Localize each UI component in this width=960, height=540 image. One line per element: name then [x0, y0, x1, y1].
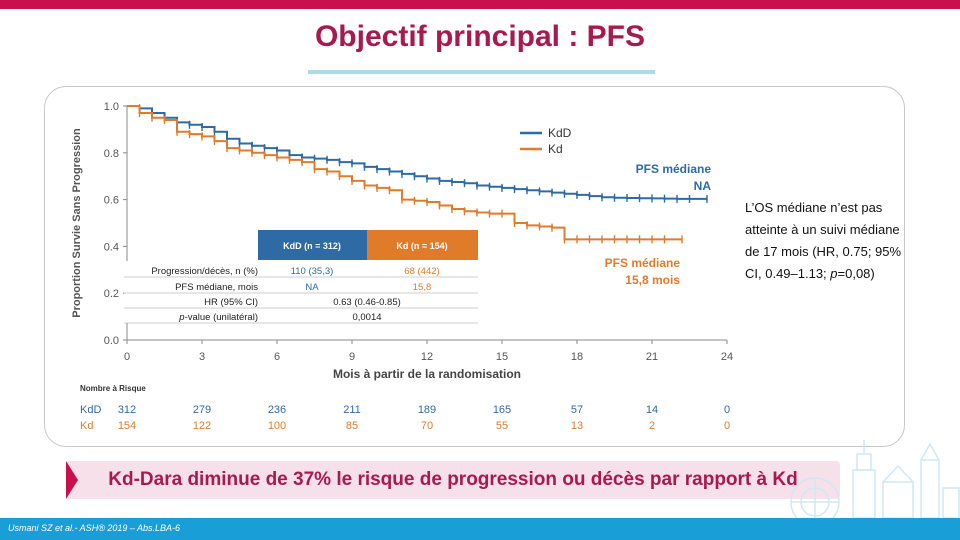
- table-header-kd: Kd (n = 154): [396, 241, 447, 251]
- risk-value: 100: [268, 420, 286, 432]
- risk-value: 14: [646, 404, 658, 416]
- risk-table-title: Nombre à Risque: [80, 384, 146, 393]
- risk-value: 2: [649, 420, 655, 432]
- table-row-label-text: Progression/décès, n (%): [151, 266, 258, 277]
- table-row-label-text: PFS médiane, mois: [175, 282, 258, 293]
- table-cell-kdd: 110 (35,3): [291, 266, 334, 277]
- table-cell-kdd: NA: [305, 282, 319, 293]
- x-tick-label: 9: [349, 351, 355, 363]
- y-tick-label: 0.6: [104, 195, 119, 207]
- top-accent-bar: [0, 0, 960, 9]
- chart-axes: 0 3 6 9 12 15 18 21 24 0.0 0.2 0.4 0.6 0.8 1.0 Mois à p…: [71, 101, 733, 381]
- page-title: Objectif principal : PFS: [314, 20, 646, 53]
- risk-value: 189: [418, 404, 436, 416]
- risk-value: 85: [346, 420, 358, 432]
- risk-value: 122: [193, 420, 211, 432]
- legend-label-kd: Kd: [548, 142, 563, 156]
- risk-value: 0: [724, 404, 730, 416]
- table-row-label-italic: p: [178, 312, 184, 323]
- os-note-text: L’OS médiane n’est pas atteinte à un sui…: [745, 200, 902, 281]
- x-tick-label: 0: [124, 351, 130, 363]
- table-row-label: Progression/décès, n (%): [151, 266, 258, 277]
- x-tick-label: 24: [721, 351, 733, 363]
- risk-value: 0: [724, 420, 730, 432]
- city-skyline-watermark: [790, 440, 960, 518]
- y-axis-label: Proportion Survie Sans Progression: [71, 128, 83, 318]
- conclusion-banner: [66, 461, 840, 499]
- risk-value: 211: [343, 404, 361, 416]
- summary-table: KdD (n = 312) Kd (n = 154) Progression/déc…: [124, 230, 478, 324]
- risk-table: Nombre à Risque KdD 312 279 236 211 189 165 57 14…: [80, 384, 730, 432]
- x-tick-label: 21: [646, 351, 658, 363]
- annotation-kdd-value: NA: [694, 179, 712, 193]
- table-row-label-text: -value (unilatéral): [185, 312, 258, 323]
- chart-legend: KdD Kd: [520, 126, 572, 156]
- y-tick-label: 0.0: [104, 335, 119, 347]
- x-tick-label: 6: [274, 351, 280, 363]
- y-tick-label: 0.2: [104, 288, 119, 300]
- series-line-kd: [127, 105, 682, 241]
- os-note-p: p: [830, 266, 838, 281]
- table-cell-kd: 68 (442): [404, 266, 439, 277]
- x-tick-label: 3: [199, 351, 205, 363]
- y-tick-label: 1.0: [104, 101, 119, 113]
- risk-row-label: Kd: [80, 420, 93, 432]
- x-axis-label: Mois à partir de la randomisation: [333, 367, 521, 381]
- table-row-label: HR (95% CI): [204, 297, 258, 308]
- table-row-label: PFS médiane, mois: [175, 282, 258, 293]
- x-tick-label: 15: [496, 351, 508, 363]
- table-cell-merged: 0.63 (0.46-0.85): [333, 297, 401, 308]
- chart-curves: PFS médiane NA PFS médiane 15,8 mois: [127, 104, 711, 287]
- footer-citation: Usmani SZ et al.- ASH® 2019 – Abs.LBA-6: [8, 523, 181, 533]
- os-note-p-value: =0,08): [837, 266, 875, 281]
- x-tick-label: 18: [571, 351, 583, 363]
- table-header-kd-bg: [367, 230, 478, 260]
- risk-value: 154: [118, 420, 136, 432]
- table-row-label-text: HR (95% CI): [204, 297, 258, 308]
- risk-value: 55: [496, 420, 508, 432]
- risk-value: 236: [268, 404, 286, 416]
- risk-value: 57: [571, 404, 583, 416]
- table-header-kdd-bg: [258, 230, 367, 260]
- table-header-kdd: KdD (n = 312): [283, 241, 341, 251]
- table-row-label: p-value (unilatéral): [178, 312, 258, 323]
- annotation-kdd-label: PFS médiane: [636, 162, 712, 176]
- risk-value: 312: [118, 404, 136, 416]
- x-tick-label: 12: [421, 351, 433, 363]
- banner-arrow: [66, 461, 78, 499]
- risk-row-label: KdD: [80, 404, 101, 416]
- y-tick-label: 0.4: [104, 241, 119, 253]
- series-line-kdd: [127, 105, 707, 200]
- annotation-kd-label: PFS médiane: [605, 256, 681, 270]
- title-underline: [308, 70, 655, 74]
- conclusion-text: Kd-Dara diminue de 37% le risque de prog…: [108, 469, 798, 490]
- os-note: L’OS médiane n’est pas atteinte à un sui…: [745, 197, 905, 285]
- table-cell-kd: 15,8: [413, 282, 432, 293]
- y-tick-label: 0.8: [104, 148, 119, 160]
- legend-label-kdd: KdD: [548, 126, 572, 140]
- risk-value: 165: [493, 404, 511, 416]
- risk-value: 279: [193, 404, 211, 416]
- footer-bar: [0, 518, 960, 540]
- risk-value: 13: [571, 420, 583, 432]
- annotation-kd-value: 15,8 mois: [625, 273, 680, 287]
- table-cell-merged: 0,0014: [352, 312, 381, 323]
- risk-value: 70: [421, 420, 433, 432]
- table-body-bg: [124, 261, 478, 323]
